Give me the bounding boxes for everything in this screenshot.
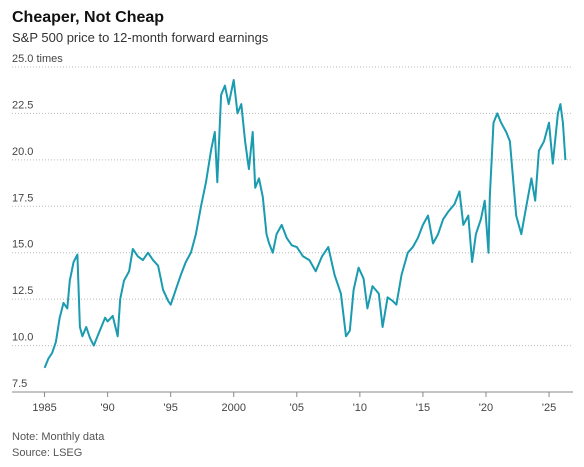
x-tick-label: 1985 bbox=[32, 402, 56, 414]
y-tick-label: 10.0 bbox=[12, 332, 33, 344]
line bbox=[43, 79, 567, 369]
x-tick-label: '05 bbox=[290, 402, 304, 414]
y-tick-label: 17.5 bbox=[12, 192, 33, 204]
chart-subtitle: S&P 500 price to 12-month forward earnin… bbox=[12, 30, 269, 45]
x-tick-label: 2000 bbox=[222, 402, 246, 414]
y-tick-label: 15.0 bbox=[12, 239, 33, 251]
chart-title: Cheaper, Not Cheap bbox=[12, 9, 164, 26]
note: Note: Monthly data bbox=[12, 431, 105, 443]
x-tick-label: '20 bbox=[479, 402, 493, 414]
x-tick-label: '25 bbox=[542, 402, 556, 414]
x-tick-label: '95 bbox=[164, 402, 178, 414]
x-tick-label: '10 bbox=[353, 402, 367, 414]
y-tick-label: 7.5 bbox=[12, 378, 27, 390]
x-tick-label: '90 bbox=[100, 402, 114, 414]
source: Source: LSEG bbox=[12, 447, 82, 459]
y-tick-label: 12.5 bbox=[12, 285, 33, 297]
y-tick-label: 22.5 bbox=[12, 99, 33, 111]
y-tick-label: 20.0 bbox=[12, 146, 33, 158]
x-tick-label: '15 bbox=[416, 402, 430, 414]
y-tick-label: 25.0 times bbox=[12, 53, 63, 65]
